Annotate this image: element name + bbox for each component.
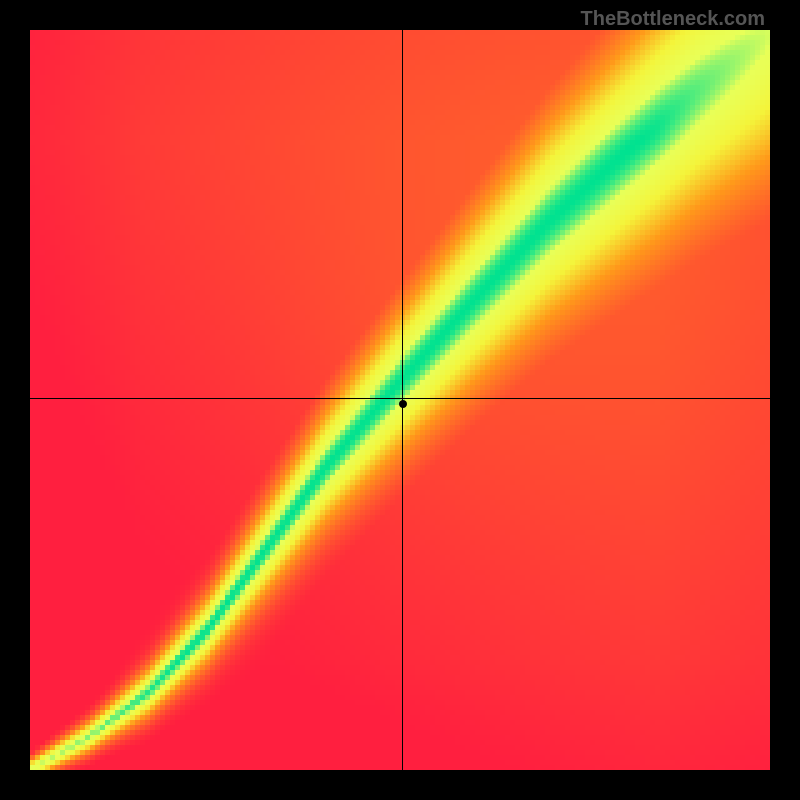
- heatmap-plot: [30, 30, 770, 770]
- watermark-text: TheBottleneck.com: [581, 8, 765, 31]
- crosshair-horizontal: [30, 398, 770, 399]
- chart-container: TheBottleneck.com: [0, 0, 800, 800]
